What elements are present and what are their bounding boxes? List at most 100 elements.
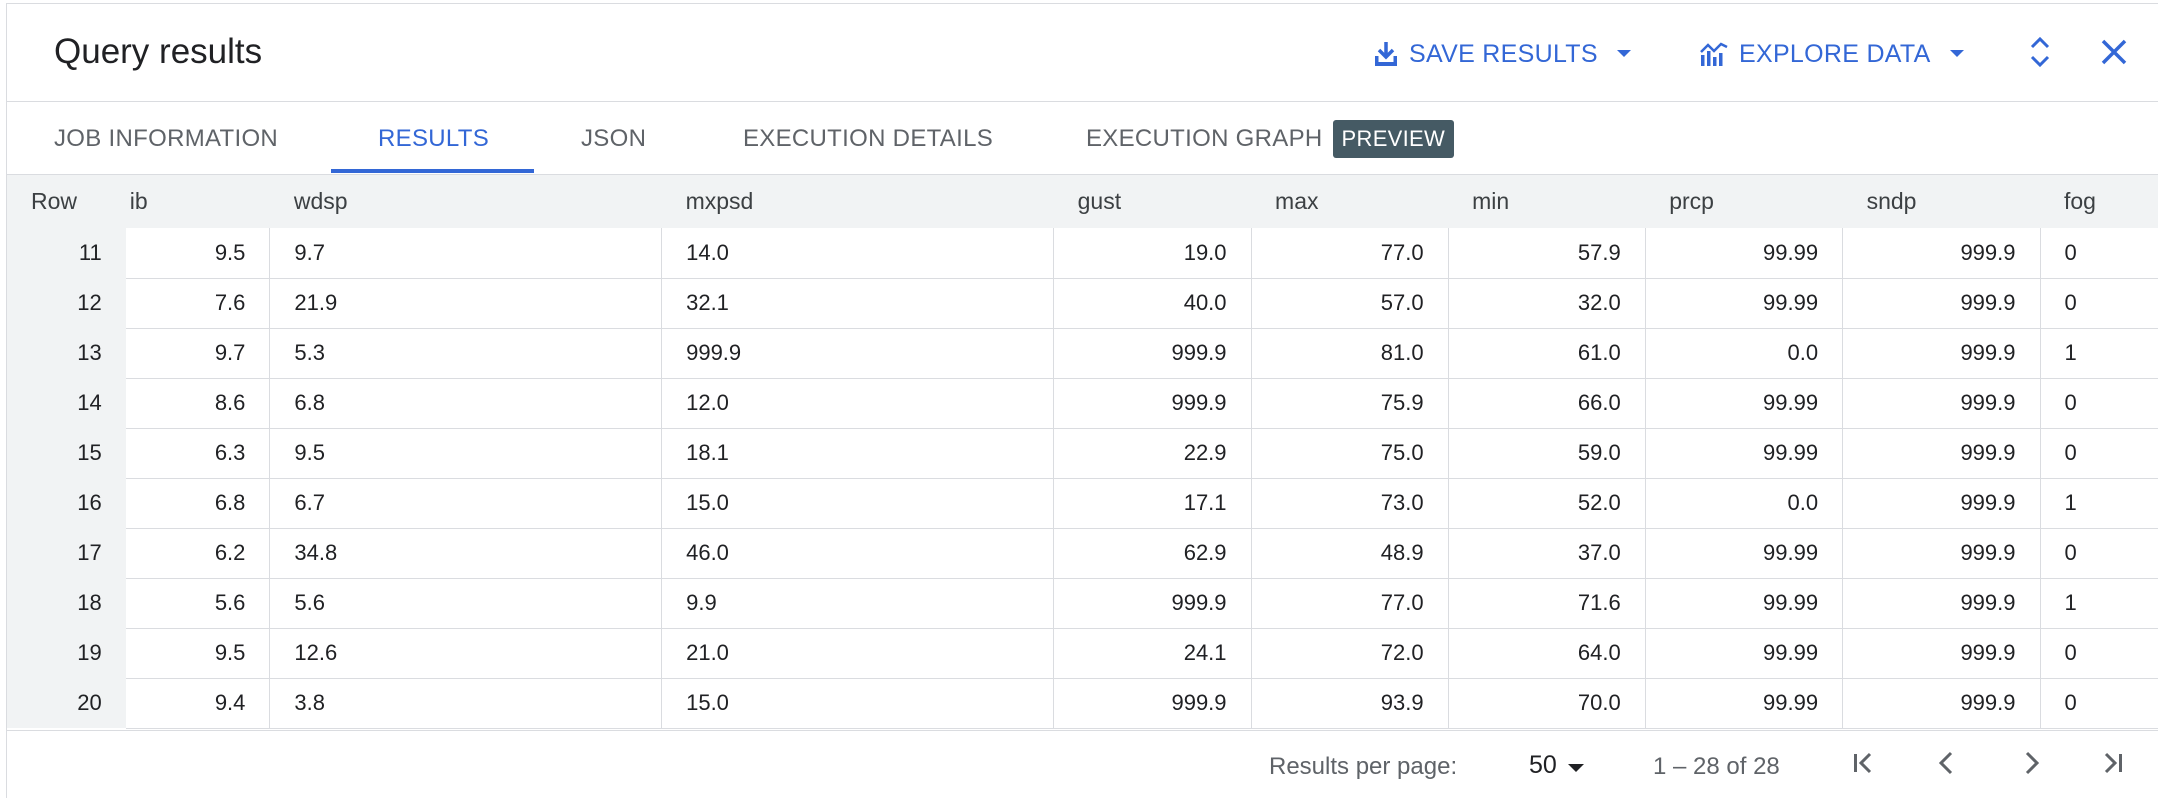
cell-mxpsd[interactable]: 15.0: [661, 478, 1055, 529]
cell-prcp[interactable]: 99.99: [1645, 278, 1844, 329]
cell-ib[interactable]: 9.5: [125, 228, 271, 279]
explore-data-button[interactable]: EXPLORE DATA: [1699, 34, 1965, 74]
cell-wdsp[interactable]: 3.8: [269, 678, 663, 729]
cell-max[interactable]: 77.0: [1251, 228, 1449, 279]
cell-sndp[interactable]: 999.9: [1842, 278, 2041, 329]
cell-min[interactable]: 37.0: [1448, 528, 1646, 579]
cell-max[interactable]: 48.9: [1251, 528, 1449, 579]
cell-fog[interactable]: 1: [2040, 478, 2158, 529]
cell-gust[interactable]: 19.0: [1053, 228, 1252, 279]
cell-gust[interactable]: 999.9: [1053, 678, 1252, 729]
cell-wdsp[interactable]: 9.5: [269, 428, 663, 479]
close-button[interactable]: [2094, 34, 2134, 74]
cell-sndp[interactable]: 999.9: [1842, 428, 2041, 479]
table-row[interactable]: 11 9.5 9.7 14.0 19.0 77.0 57.9 99.99 999.9 0: [7, 228, 2158, 279]
cell-gust[interactable]: 999.9: [1053, 578, 1252, 629]
column-header-gust[interactable]: gust: [1053, 175, 1252, 228]
save-results-button[interactable]: SAVE RESULTS: [1373, 34, 1632, 74]
table-row[interactable]: 14 8.6 6.8 12.0 999.9 75.9 66.0 99.99 999.9 0: [7, 378, 2158, 429]
cell-min[interactable]: 61.0: [1448, 328, 1646, 379]
cell-sndp[interactable]: 999.9: [1842, 228, 2041, 279]
cell-prcp[interactable]: 99.99: [1645, 528, 1844, 579]
cell-wdsp[interactable]: 12.6: [269, 628, 663, 679]
cell-ib[interactable]: 9.4: [125, 678, 271, 729]
column-header-mxpsd[interactable]: mxpsd: [661, 175, 1054, 228]
cell-max[interactable]: 73.0: [1251, 478, 1449, 529]
cell-wdsp[interactable]: 6.7: [269, 478, 663, 529]
cell-ib[interactable]: 7.6: [125, 278, 271, 329]
cell-ib[interactable]: 6.2: [125, 528, 271, 579]
cell-gust[interactable]: 999.9: [1053, 378, 1252, 429]
cell-min[interactable]: 64.0: [1448, 628, 1646, 679]
cell-mxpsd[interactable]: 32.1: [661, 278, 1055, 329]
table-row[interactable]: 18 5.6 5.6 9.9 999.9 77.0 71.6 99.99 999.9 1: [7, 578, 2158, 629]
cell-max[interactable]: 72.0: [1251, 628, 1449, 679]
cell-gust[interactable]: 999.9: [1053, 328, 1252, 379]
table-row[interactable]: 19 9.5 12.6 21.0 24.1 72.0 64.0 99.99 999.9 0: [7, 628, 2158, 679]
cell-max[interactable]: 75.0: [1251, 428, 1449, 479]
cell-min[interactable]: 66.0: [1448, 378, 1646, 429]
cell-min[interactable]: 59.0: [1448, 428, 1646, 479]
next-page-button[interactable]: [2011, 745, 2051, 785]
cell-sndp[interactable]: 999.9: [1842, 628, 2041, 679]
column-header-fog[interactable]: fog: [2040, 175, 2158, 228]
cell-prcp[interactable]: 99.99: [1645, 228, 1844, 279]
cell-mxpsd[interactable]: 12.0: [661, 378, 1055, 429]
expand-collapse-button[interactable]: [2020, 34, 2060, 74]
cell-min[interactable]: 70.0: [1448, 678, 1646, 729]
cell-fog[interactable]: 1: [2040, 578, 2158, 629]
cell-ib[interactable]: 5.6: [125, 578, 271, 629]
cell-fog[interactable]: 0: [2040, 228, 2158, 279]
cell-min[interactable]: 57.9: [1448, 228, 1646, 279]
cell-sndp[interactable]: 999.9: [1842, 328, 2041, 379]
results-per-page-select[interactable]: 50: [1529, 751, 1585, 780]
cell-gust[interactable]: 40.0: [1053, 278, 1252, 329]
cell-sndp[interactable]: 999.9: [1842, 478, 2041, 529]
cell-mxpsd[interactable]: 21.0: [661, 628, 1055, 679]
table-row[interactable]: 13 9.7 5.3 999.9 999.9 81.0 61.0 0.0 999.9 1: [7, 328, 2158, 379]
cell-wdsp[interactable]: 9.7: [269, 228, 663, 279]
cell-sndp[interactable]: 999.9: [1842, 528, 2041, 579]
cell-wdsp[interactable]: 34.8: [269, 528, 663, 579]
table-row[interactable]: 16 6.8 6.7 15.0 17.1 73.0 52.0 0.0 999.9 1: [7, 478, 2158, 529]
cell-mxpsd[interactable]: 46.0: [661, 528, 1055, 579]
cell-gust[interactable]: 22.9: [1053, 428, 1252, 479]
cell-ib[interactable]: 9.5: [125, 628, 271, 679]
cell-prcp[interactable]: 99.99: [1645, 578, 1844, 629]
table-row[interactable]: 15 6.3 9.5 18.1 22.9 75.0 59.0 99.99 999.9 0: [7, 428, 2158, 479]
cell-sndp[interactable]: 999.9: [1842, 578, 2041, 629]
cell-ib[interactable]: 6.8: [125, 478, 271, 529]
cell-max[interactable]: 57.0: [1251, 278, 1449, 329]
cell-ib[interactable]: 9.7: [125, 328, 271, 379]
previous-page-button[interactable]: [1927, 745, 1967, 785]
cell-prcp[interactable]: 99.99: [1645, 678, 1844, 729]
cell-prcp[interactable]: 99.99: [1645, 428, 1844, 479]
tab-job-information[interactable]: JOB INFORMATION: [54, 124, 279, 152]
cell-min[interactable]: 32.0: [1448, 278, 1646, 329]
cell-sndp[interactable]: 999.9: [1842, 678, 2041, 729]
cell-fog[interactable]: 0: [2040, 428, 2158, 479]
results-grid[interactable]: Row ib wdsp mxpsd gust max min prcp sndp…: [7, 175, 2158, 730]
cell-fog[interactable]: 0: [2040, 678, 2158, 729]
cell-fog[interactable]: 0: [2040, 628, 2158, 679]
cell-max[interactable]: 81.0: [1251, 328, 1449, 379]
column-header-ib[interactable]: ib: [125, 175, 270, 228]
cell-max[interactable]: 75.9: [1251, 378, 1449, 429]
column-header-prcp[interactable]: prcp: [1645, 175, 1843, 228]
last-page-button[interactable]: [2093, 745, 2133, 785]
table-row[interactable]: 20 9.4 3.8 15.0 999.9 93.9 70.0 99.99 999.9 0: [7, 678, 2158, 729]
cell-mxpsd[interactable]: 18.1: [661, 428, 1055, 479]
tab-json[interactable]: JSON: [581, 124, 647, 152]
cell-mxpsd[interactable]: 999.9: [661, 328, 1055, 379]
column-header-wdsp[interactable]: wdsp: [269, 175, 662, 228]
cell-wdsp[interactable]: 6.8: [269, 378, 663, 429]
cell-fog[interactable]: 1: [2040, 328, 2158, 379]
tab-results[interactable]: RESULTS: [378, 124, 490, 152]
cell-prcp[interactable]: 99.99: [1645, 628, 1844, 679]
cell-mxpsd[interactable]: 9.9: [661, 578, 1055, 629]
cell-max[interactable]: 93.9: [1251, 678, 1449, 729]
cell-prcp[interactable]: 0.0: [1645, 478, 1844, 529]
column-header-sndp[interactable]: sndp: [1842, 175, 2040, 228]
column-header-min[interactable]: min: [1448, 175, 1646, 228]
tab-execution-graph[interactable]: EXECUTION GRAPH PREVIEW: [1086, 102, 1455, 175]
